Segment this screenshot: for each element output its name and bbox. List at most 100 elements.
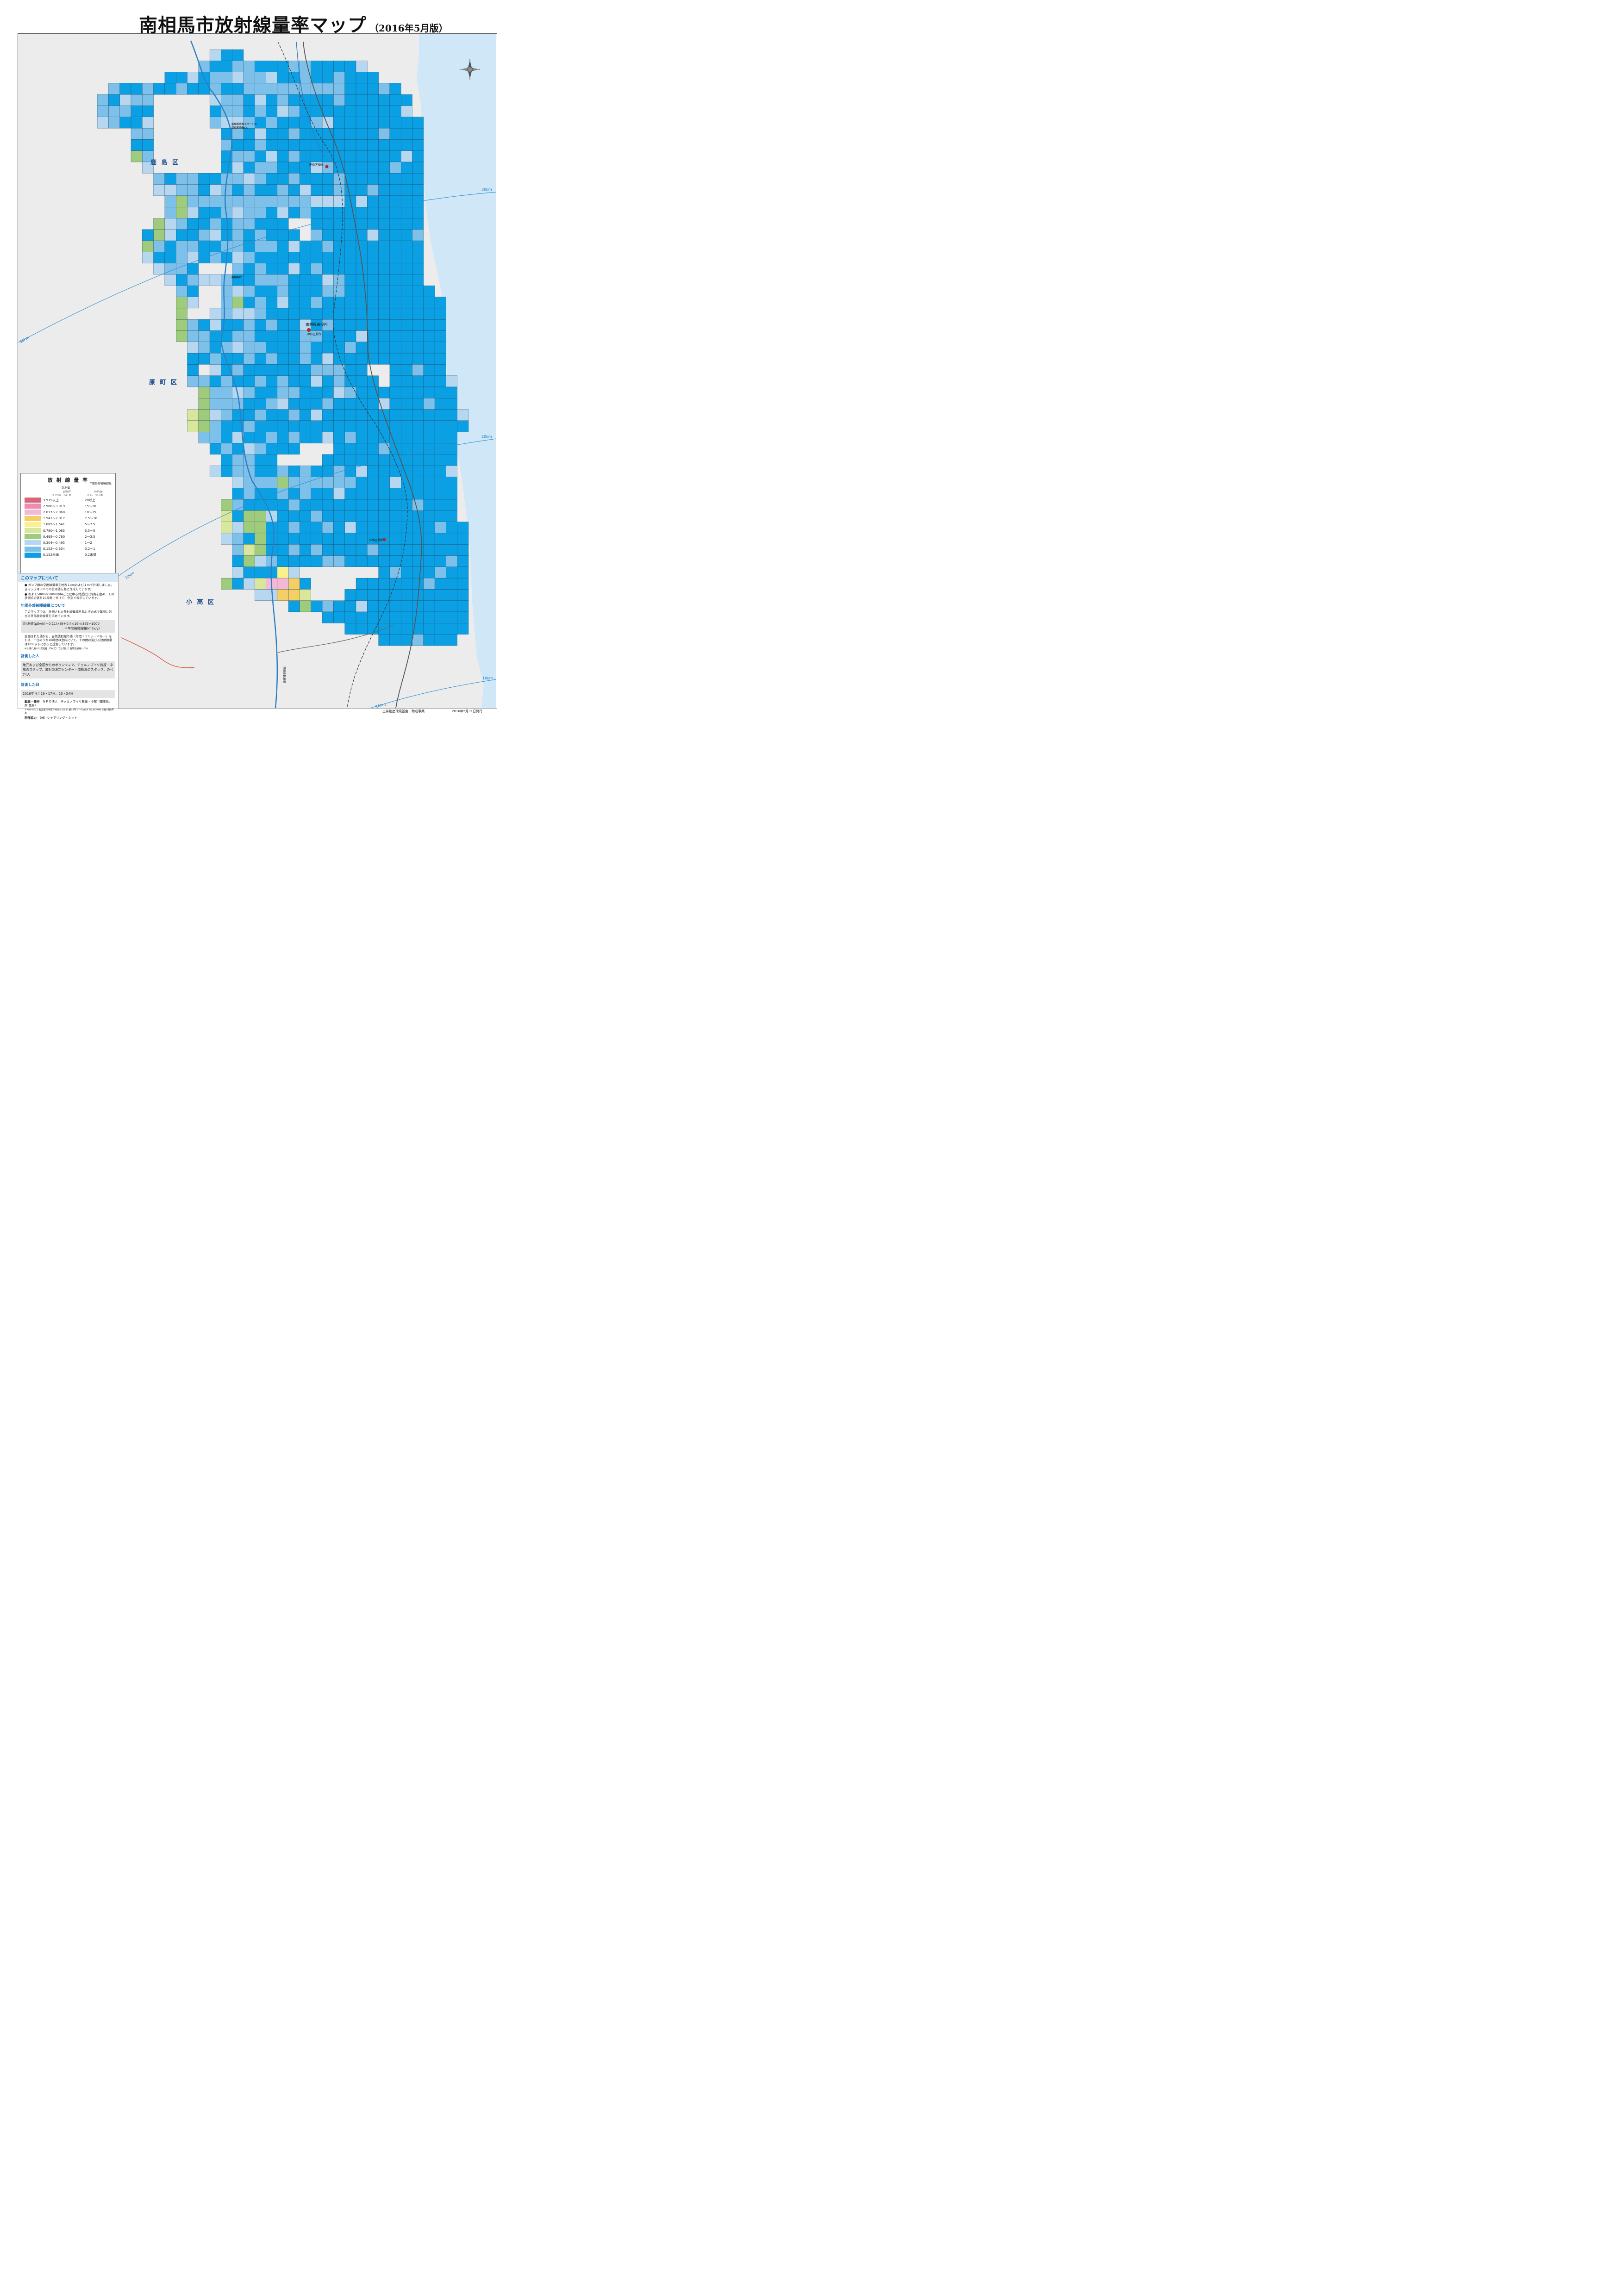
grid-cell[interactable] <box>401 319 412 331</box>
grid-cell[interactable] <box>401 499 412 511</box>
grid-cell[interactable] <box>401 611 412 623</box>
grid-cell[interactable] <box>401 465 412 477</box>
grid-cell[interactable] <box>232 465 244 477</box>
grid-cell[interactable] <box>300 330 311 342</box>
grid-cell[interactable] <box>333 600 345 612</box>
grid-cell[interactable] <box>333 443 345 454</box>
grid-cell[interactable] <box>344 443 356 454</box>
grid-cell[interactable] <box>446 600 457 612</box>
grid-cell[interactable] <box>176 72 187 84</box>
grid-cell[interactable] <box>311 72 323 84</box>
grid-cell[interactable] <box>322 274 334 286</box>
grid-cell[interactable] <box>288 229 300 241</box>
grid-cell[interactable] <box>131 150 143 162</box>
grid-cell[interactable] <box>288 184 300 196</box>
grid-cell[interactable] <box>311 274 323 286</box>
grid-cell[interactable] <box>344 94 356 106</box>
grid-cell[interactable] <box>401 420 412 432</box>
grid-cell[interactable] <box>266 252 278 263</box>
grid-cell[interactable] <box>277 544 289 556</box>
grid-cell[interactable] <box>356 72 368 84</box>
grid-cell[interactable] <box>356 443 368 454</box>
grid-cell[interactable] <box>232 195 244 207</box>
grid-cell[interactable] <box>255 218 266 230</box>
grid-cell[interactable] <box>333 465 345 477</box>
grid-cell[interactable] <box>277 432 289 443</box>
grid-cell[interactable] <box>277 375 289 387</box>
grid-cell[interactable] <box>322 297 334 309</box>
grid-cell[interactable] <box>333 420 345 432</box>
grid-cell[interactable] <box>187 173 199 185</box>
grid-cell[interactable] <box>243 544 255 556</box>
grid-cell[interactable] <box>356 61 368 72</box>
grid-cell[interactable] <box>401 566 412 579</box>
grid-cell[interactable] <box>232 117 244 129</box>
grid-cell[interactable] <box>344 319 356 331</box>
grid-cell[interactable] <box>389 623 401 635</box>
grid-cell[interactable] <box>209 218 221 230</box>
grid-cell[interactable] <box>344 477 356 488</box>
grid-cell[interactable] <box>209 432 221 443</box>
grid-cell[interactable] <box>378 600 390 612</box>
grid-cell[interactable] <box>300 297 311 309</box>
grid-cell[interactable] <box>255 533 266 545</box>
grid-cell[interactable] <box>277 117 289 129</box>
grid-cell[interactable] <box>344 555 356 567</box>
grid-cell[interactable] <box>356 263 368 275</box>
grid-cell[interactable] <box>378 195 390 207</box>
grid-cell[interactable] <box>266 342 278 354</box>
grid-cell[interactable] <box>187 72 199 84</box>
grid-cell[interactable] <box>333 94 345 106</box>
grid-cell[interactable] <box>288 342 300 354</box>
grid-cell[interactable] <box>209 184 221 196</box>
grid-cell[interactable] <box>176 274 187 286</box>
grid-cell[interactable] <box>198 173 210 185</box>
grid-cell[interactable] <box>311 409 323 421</box>
grid-cell[interactable] <box>176 207 187 218</box>
grid-cell[interactable] <box>277 443 289 454</box>
grid-cell[interactable] <box>423 454 435 466</box>
grid-cell[interactable] <box>243 184 255 196</box>
grid-cell[interactable] <box>153 184 165 196</box>
grid-cell[interactable] <box>209 229 221 241</box>
grid-cell[interactable] <box>344 72 356 84</box>
grid-cell[interactable] <box>277 252 289 263</box>
grid-cell[interactable] <box>288 443 300 454</box>
grid-cell[interactable] <box>423 342 435 354</box>
grid-cell[interactable] <box>255 207 266 218</box>
grid-cell[interactable] <box>401 263 412 275</box>
grid-cell[interactable] <box>221 106 232 117</box>
grid-cell[interactable] <box>356 342 368 354</box>
grid-cell[interactable] <box>367 286 379 297</box>
grid-cell[interactable] <box>164 72 176 84</box>
grid-cell[interactable] <box>389 240 401 252</box>
grid-cell[interactable] <box>434 364 446 376</box>
grid-cell[interactable] <box>378 218 390 230</box>
grid-cell[interactable] <box>389 409 401 421</box>
grid-cell[interactable] <box>209 61 221 72</box>
grid-cell[interactable] <box>255 409 266 421</box>
grid-cell[interactable] <box>300 499 311 511</box>
grid-cell[interactable] <box>423 432 435 443</box>
grid-cell[interactable] <box>333 375 345 387</box>
grid-cell[interactable] <box>356 465 368 477</box>
grid-cell[interactable] <box>423 386 435 398</box>
grid-cell[interactable] <box>434 297 446 309</box>
grid-cell[interactable] <box>232 454 244 466</box>
grid-cell[interactable] <box>266 297 278 309</box>
grid-cell[interactable] <box>232 207 244 218</box>
grid-cell[interactable] <box>356 308 368 320</box>
grid-cell[interactable] <box>333 522 345 534</box>
grid-cell[interactable] <box>311 342 323 354</box>
grid-cell[interactable] <box>277 106 289 117</box>
grid-cell[interactable] <box>356 240 368 252</box>
grid-cell[interactable] <box>322 263 334 275</box>
grid-cell[interactable] <box>333 409 345 421</box>
grid-cell[interactable] <box>288 240 300 252</box>
grid-cell[interactable] <box>311 252 323 263</box>
grid-cell[interactable] <box>243 297 255 309</box>
grid-cell[interactable] <box>255 139 266 151</box>
grid-cell[interactable] <box>434 589 446 601</box>
grid-cell[interactable] <box>311 240 323 252</box>
grid-cell[interactable] <box>367 477 379 488</box>
